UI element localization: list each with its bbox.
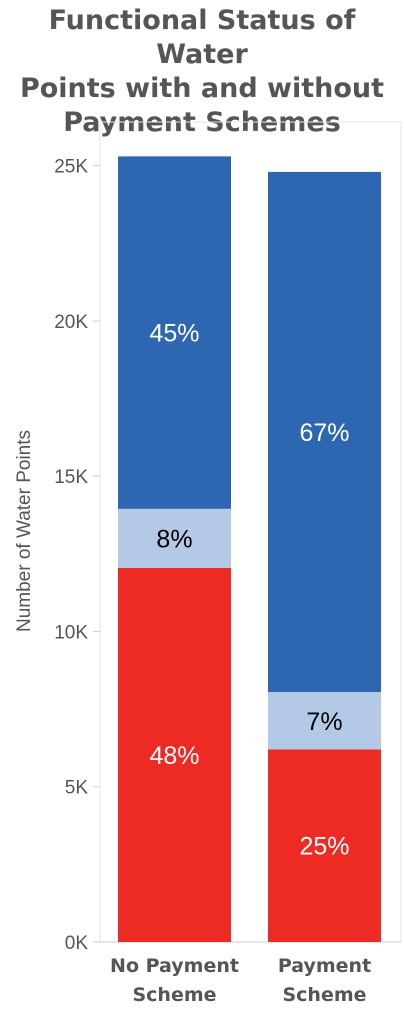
bar-segment — [268, 749, 381, 942]
bar-segment-label: 67% — [299, 419, 349, 447]
bar-segment — [268, 692, 381, 750]
bar-segment-label: 48% — [149, 742, 199, 770]
bar-segment-label: 45% — [149, 320, 199, 348]
bar-segment-label: 25% — [299, 833, 349, 861]
bar-segment — [268, 171, 381, 693]
chart-title-line: Functional Status of Water — [48, 5, 356, 70]
y-tick-label: 25K — [54, 157, 88, 178]
chart-title: Functional Status of Water Points with a… — [0, 4, 404, 140]
bar-segment-label: 8% — [156, 525, 192, 553]
x-category-label: No Payment — [110, 955, 239, 977]
y-tick-label: 5K — [65, 778, 89, 799]
y-tick-label: 15K — [54, 467, 88, 488]
bar-segment — [118, 156, 231, 509]
bar-segment — [118, 567, 231, 942]
bar-segment — [118, 508, 231, 568]
bar-segment-label: 7% — [306, 708, 342, 736]
x-category-label: Payment — [278, 955, 371, 977]
y-tick-label: 0K — [65, 933, 89, 954]
x-category-label: Scheme — [132, 984, 216, 1006]
y-axis-label: Number of Water Points — [14, 430, 35, 632]
x-category-label: Scheme — [282, 984, 366, 1006]
chart-title-line: Points with and without — [19, 73, 385, 104]
y-tick-label: 10K — [54, 622, 88, 643]
y-tick-label: 20K — [54, 312, 88, 333]
